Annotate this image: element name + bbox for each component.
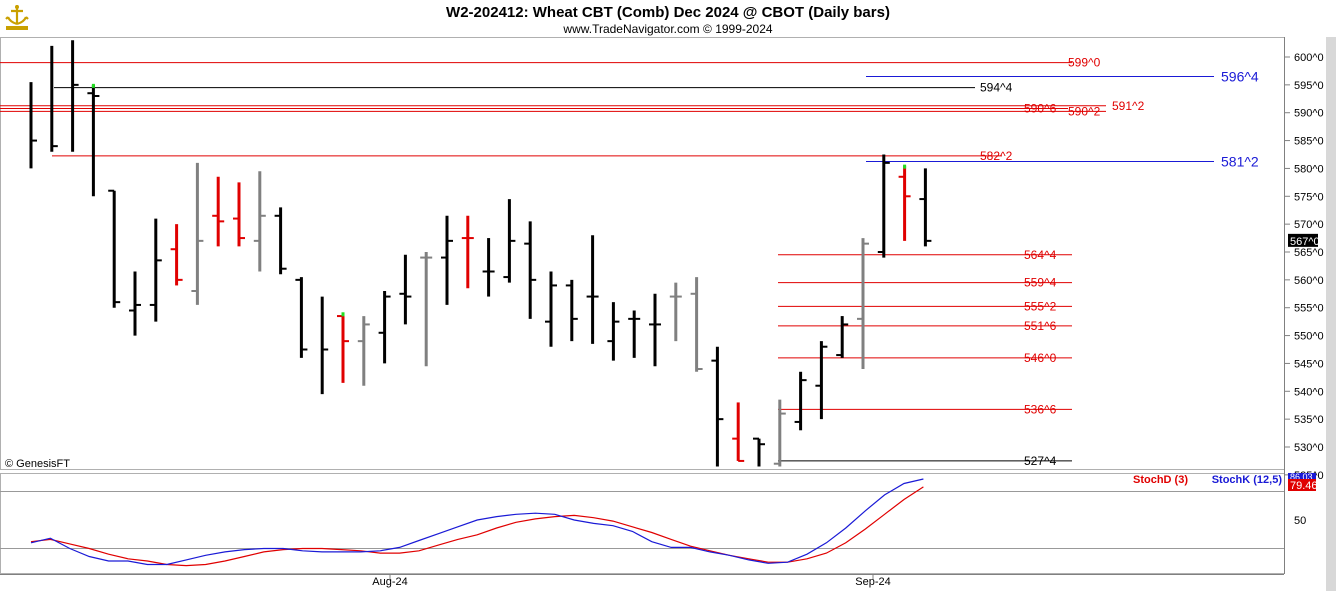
level-label: 594^4 [980, 81, 1013, 95]
x-axis-ticks: Aug-24 Sep-24 [372, 574, 891, 588]
watermark-label: © GenesisFT [5, 458, 70, 470]
chart-title: W2-202412: Wheat CBT (Comb) Dec 2024 @ C… [446, 4, 890, 21]
stoch-d-value: 79.46 [1290, 480, 1318, 492]
last-price-label: 567^0 [1290, 236, 1320, 248]
anchor-ship-logo-icon [5, 5, 29, 30]
level-label: 596^4 [1221, 69, 1259, 85]
y-tick-label: 560^0 [1294, 275, 1324, 287]
stoch-k-value-box [1288, 473, 1316, 481]
stoch-k-value: 86.03 [1290, 472, 1313, 482]
last-price-box [1288, 233, 1318, 247]
level-label: 582^2 [980, 149, 1013, 163]
level-label: 551^6 [1024, 319, 1057, 333]
y-tick-label: 585^0 [1294, 136, 1324, 148]
level-label: 527^4 [1024, 454, 1057, 468]
price-bars [29, 40, 932, 467]
y-tick-label: 565^0 [1294, 247, 1324, 259]
y-tick-label: 555^0 [1294, 303, 1324, 315]
y-tick-label: 575^0 [1294, 191, 1324, 203]
level-label: 581^2 [1221, 153, 1259, 169]
level-label: 590^2 [1068, 104, 1101, 118]
level-label: 591^2 [1112, 99, 1145, 113]
stoch-d-line [30, 486, 924, 567]
y-tick-label: 580^0 [1294, 163, 1324, 175]
level-label: 559^4 [1024, 276, 1057, 290]
x-tick-label: Sep-24 [855, 576, 890, 588]
level-lines: 599^0 596^4 594^4 591^2 590^6 590^2 582^2 581^2… [0, 56, 1259, 468]
level-label: 536^6 [1024, 402, 1057, 416]
y-tick-label: 530^0 [1294, 442, 1324, 454]
level-label: 564^4 [1024, 248, 1057, 262]
y-tick-label: 595^0 [1294, 80, 1324, 92]
level-label: 599^0 [1068, 56, 1101, 70]
chart-subtitle: www.TradeNavigator.com © 1999-2024 [562, 22, 772, 36]
signal-marker [341, 312, 345, 317]
y-tick-label: 540^0 [1294, 386, 1324, 398]
y-axis-ticks: 600^0 595^0 590^0 585^0 580^0 575^0 570^0 565^0… [1284, 52, 1324, 482]
stoch-y-tick-label: 50 [1294, 515, 1306, 527]
vertical-scrollbar[interactable] [1326, 37, 1336, 591]
level-label: 555^2 [1024, 299, 1057, 313]
y-tick-label: 535^0 [1294, 414, 1324, 426]
signal-marker [91, 83, 95, 88]
y-tick-label: 600^0 [1294, 52, 1324, 64]
y-tick-label: 590^0 [1294, 108, 1324, 120]
y-tick-label: 570^0 [1294, 219, 1324, 231]
stoch-k-line [30, 478, 924, 566]
y-tick-label: 550^0 [1294, 331, 1324, 343]
y-tick-label: 545^0 [1294, 358, 1324, 370]
level-label: 546^0 [1024, 351, 1057, 365]
stoch-d-legend: StochD (3) [1133, 474, 1188, 486]
signal-marker [903, 164, 907, 169]
stoch-d-value-box [1288, 479, 1316, 491]
x-tick-label: Aug-24 [372, 576, 407, 588]
level-label: 590^6 [1024, 102, 1057, 116]
stoch-k-legend: StochK (12,5) [1212, 474, 1283, 486]
